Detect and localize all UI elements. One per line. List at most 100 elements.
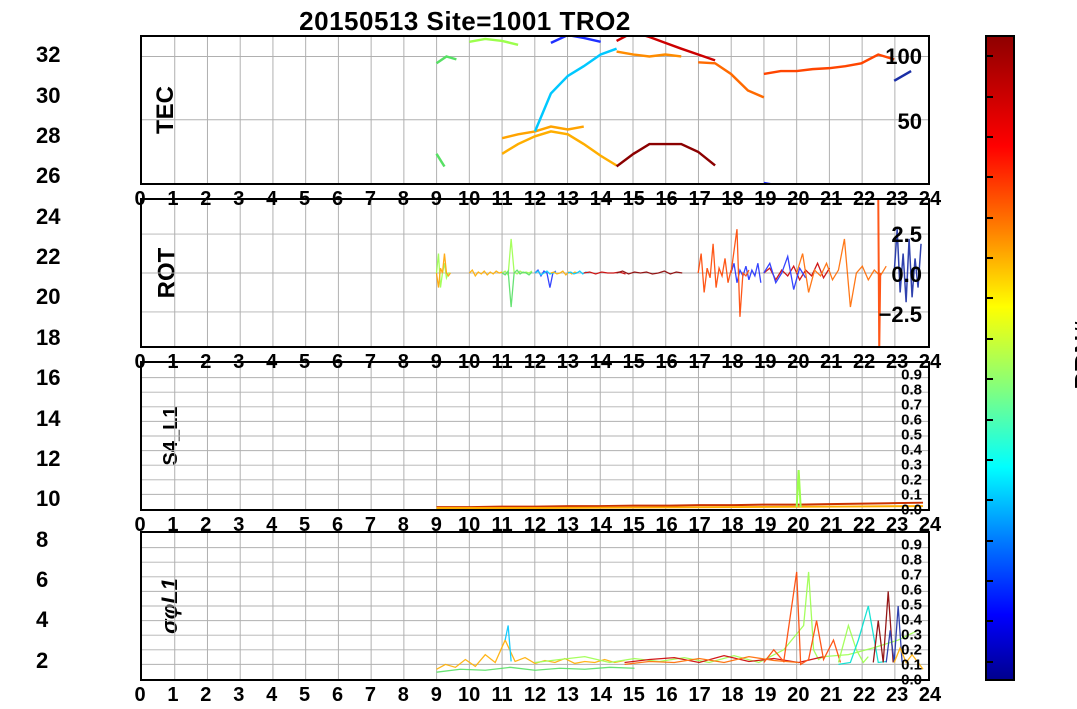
xtick-16: 16 xyxy=(656,514,678,537)
s4l1-ytick-4: 0.4 xyxy=(901,442,922,459)
xtick-19: 19 xyxy=(754,351,776,374)
xtick-18: 18 xyxy=(721,684,743,707)
xtick-9: 9 xyxy=(431,684,442,707)
colorbar-tick-mark-26 xyxy=(985,176,993,178)
colorbar-tick-mark-18 xyxy=(985,338,993,340)
xtick-5: 5 xyxy=(299,351,310,374)
xtick-18: 18 xyxy=(721,514,743,537)
xtick-0: 0 xyxy=(134,351,145,374)
xticks-panel-2: 0 1 2 3 4 5 6 7 8 9 10 11 12 13 14 15 16 17 18 19 20 21 22 23 24 xyxy=(140,514,930,534)
colorbar-tick-mark-20 xyxy=(985,297,993,299)
colorbar-tick-22: 22 xyxy=(36,244,60,270)
sigmaphi-ytick-5: 0.5 xyxy=(901,597,922,614)
xtick-9: 9 xyxy=(431,351,442,374)
xtick-7: 7 xyxy=(365,684,376,707)
xtick-17: 17 xyxy=(688,684,710,707)
xtick-20: 20 xyxy=(787,514,809,537)
xtick-7: 7 xyxy=(365,188,376,211)
xtick-14: 14 xyxy=(590,351,612,374)
colorbar-tick-mark-22 xyxy=(985,257,993,259)
colorbar-tick-20: 20 xyxy=(36,284,60,310)
colorbar-tick-mark-4 xyxy=(985,620,993,622)
colorbar-tick-32: 32 xyxy=(36,42,60,68)
xticks-panel-3: 0 1 2 3 4 5 6 7 8 9 10 11 12 13 14 15 16 17 18 19 20 21 22 23 24 xyxy=(140,684,930,704)
xtick-5: 5 xyxy=(299,684,310,707)
rot-panel: ROT xyxy=(140,198,930,348)
xtick-6: 6 xyxy=(332,351,343,374)
xtick-18: 18 xyxy=(721,188,743,211)
sigmaphi-ytick-3: 0.3 xyxy=(901,627,922,644)
colorbar-tick-26: 26 xyxy=(36,163,60,189)
xtick-24: 24 xyxy=(919,514,941,537)
xtick-5: 5 xyxy=(299,514,310,537)
sigmaphi-ytick-2: 0.2 xyxy=(901,642,922,659)
colorbar-tick-10: 10 xyxy=(36,486,60,512)
sigmaphi-ytick-7: 0.7 xyxy=(901,567,922,584)
xtick-16: 16 xyxy=(656,188,678,211)
colorbar-tick-mark-14 xyxy=(985,419,993,421)
colorbar-tick-mark-16 xyxy=(985,378,993,380)
s4l1-panel: S4_L1 xyxy=(140,361,930,511)
xtick-1: 1 xyxy=(167,684,178,707)
sigmaphi-ytick-4: 0.4 xyxy=(901,612,922,629)
s4l1-ytick-8: 0.8 xyxy=(901,382,922,399)
xtick-11: 11 xyxy=(492,514,513,537)
xtick-21: 21 xyxy=(820,514,842,537)
xtick-15: 15 xyxy=(623,514,645,537)
xtick-20: 20 xyxy=(787,684,809,707)
xtick-21: 21 xyxy=(820,188,842,211)
xticks-panel-0: 0 1 2 3 4 5 6 7 8 9 10 11 12 13 14 15 16 17 18 19 20 21 22 23 24 xyxy=(140,188,930,208)
xtick-2: 2 xyxy=(200,514,211,537)
s4l1-ytick-7: 0.7 xyxy=(901,397,922,414)
xtick-15: 15 xyxy=(623,351,645,374)
tec-ytick-100: 100 xyxy=(885,44,922,70)
xtick-9: 9 xyxy=(431,514,442,537)
xtick-17: 17 xyxy=(688,188,710,211)
colorbar-tick-mark-10 xyxy=(985,499,993,501)
xtick-10: 10 xyxy=(458,684,480,707)
xtick-14: 14 xyxy=(590,514,612,537)
xtick-0: 0 xyxy=(134,684,145,707)
s4l1-gridlines xyxy=(142,363,928,509)
xtick-4: 4 xyxy=(266,684,277,707)
colorbar-tick-18: 18 xyxy=(36,325,60,351)
xtick-9: 9 xyxy=(431,188,442,211)
sigmaphi-l1-panel: σφL1 xyxy=(140,531,930,681)
xtick-10: 10 xyxy=(458,514,480,537)
sigmaphi-l1-gridlines xyxy=(142,533,928,679)
colorbar-tick-mark-24 xyxy=(985,217,993,219)
colorbar-tick-24: 24 xyxy=(36,204,60,230)
xtick-23: 23 xyxy=(886,351,908,374)
colorbar-tick-mark-2 xyxy=(985,661,993,663)
xtick-13: 13 xyxy=(557,684,579,707)
colorbar-tick-mark-30 xyxy=(985,96,993,98)
xtick-12: 12 xyxy=(524,514,546,537)
colorbar-tick-mark-12 xyxy=(985,459,993,461)
xtick-22: 22 xyxy=(853,684,875,707)
xtick-11: 11 xyxy=(492,684,513,707)
rot-ytick-0: 0.0 xyxy=(891,262,922,288)
colorbar-tick-2: 2 xyxy=(36,648,48,674)
xtick-22: 22 xyxy=(853,188,875,211)
colorbar xyxy=(985,35,1015,681)
xtick-16: 16 xyxy=(656,351,678,374)
tec-panel: TEC xyxy=(140,35,930,185)
tec-ytick-50: 50 xyxy=(898,109,922,135)
s4l1-ytick-1: 0.1 xyxy=(901,487,922,504)
s4l1-ytick-2: 0.2 xyxy=(901,472,922,489)
xtick-23: 23 xyxy=(886,684,908,707)
colorbar-tick-12: 12 xyxy=(36,446,60,472)
rot-gridlines xyxy=(142,200,928,346)
xtick-13: 13 xyxy=(557,514,579,537)
xtick-17: 17 xyxy=(688,351,710,374)
s4l1-ytick-5: 0.5 xyxy=(901,427,922,444)
s4l1-ytick-6: 0.6 xyxy=(901,412,922,429)
xtick-6: 6 xyxy=(332,188,343,211)
xtick-8: 8 xyxy=(398,351,409,374)
rot-ytick-neg25: −2.5 xyxy=(879,302,922,328)
xticks-panel-1: 0 1 2 3 4 5 6 7 8 9 10 11 12 13 14 15 16 17 18 19 20 21 22 23 24 xyxy=(140,351,930,371)
xtick-12: 12 xyxy=(524,351,546,374)
xtick-21: 21 xyxy=(820,351,842,374)
xtick-2: 2 xyxy=(200,684,211,707)
xtick-3: 3 xyxy=(233,188,244,211)
